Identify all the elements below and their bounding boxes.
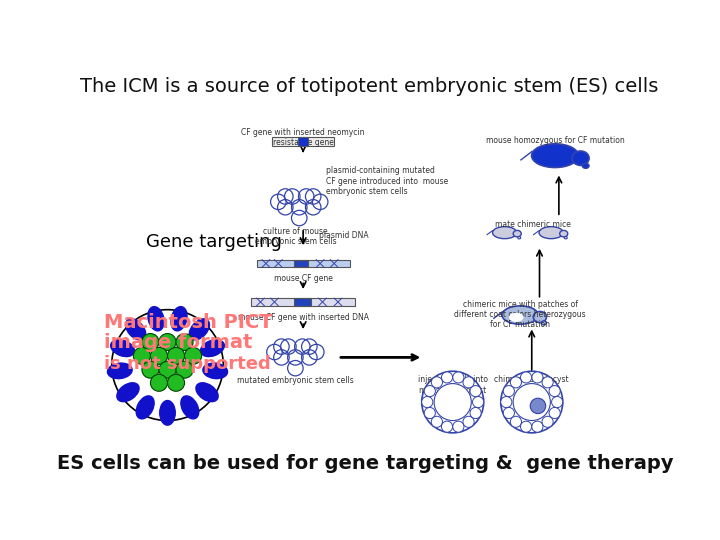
Ellipse shape <box>582 163 589 168</box>
Circle shape <box>532 421 543 432</box>
Ellipse shape <box>203 363 228 379</box>
Circle shape <box>434 383 472 421</box>
Circle shape <box>521 372 531 383</box>
Text: mate chimeric mice: mate chimeric mice <box>495 220 571 230</box>
Ellipse shape <box>148 307 164 331</box>
Circle shape <box>510 377 521 388</box>
Text: is not supported: is not supported <box>104 355 271 373</box>
Bar <box>256 260 350 267</box>
Circle shape <box>424 408 436 418</box>
Bar <box>272 137 334 146</box>
Text: plasmid DNA: plasmid DNA <box>319 231 368 240</box>
Bar <box>299 137 307 146</box>
Circle shape <box>431 377 442 388</box>
Circle shape <box>510 416 521 427</box>
Ellipse shape <box>492 227 517 239</box>
Ellipse shape <box>509 313 523 322</box>
Ellipse shape <box>539 227 563 239</box>
Text: inject ES cells into
mouse blastocyst: inject ES cells into mouse blastocyst <box>418 375 487 395</box>
Circle shape <box>150 374 168 392</box>
Ellipse shape <box>117 383 139 402</box>
Circle shape <box>184 347 202 365</box>
Ellipse shape <box>531 144 578 167</box>
Text: mouse CF gene: mouse CF gene <box>274 274 333 284</box>
Circle shape <box>530 398 546 414</box>
Circle shape <box>159 361 176 378</box>
Circle shape <box>463 377 474 388</box>
Circle shape <box>150 347 168 365</box>
Circle shape <box>441 421 453 432</box>
Text: The ICM is a source of totipotent embryonic stem (ES) cells: The ICM is a source of totipotent embryo… <box>80 77 658 96</box>
Ellipse shape <box>160 401 175 425</box>
Ellipse shape <box>189 319 210 340</box>
Circle shape <box>441 372 453 383</box>
Circle shape <box>542 416 553 427</box>
Ellipse shape <box>107 363 132 379</box>
Ellipse shape <box>200 340 225 356</box>
Circle shape <box>453 372 464 383</box>
Text: culture of mouse
embryonic stem cells: culture of mouse embryonic stem cells <box>255 226 336 246</box>
Ellipse shape <box>572 151 589 165</box>
Circle shape <box>422 396 433 408</box>
Circle shape <box>513 383 550 421</box>
Circle shape <box>159 334 176 350</box>
Circle shape <box>168 347 184 365</box>
Ellipse shape <box>502 306 539 324</box>
Circle shape <box>470 386 481 397</box>
Circle shape <box>552 396 563 408</box>
Circle shape <box>521 421 531 432</box>
Circle shape <box>532 372 543 383</box>
Text: chimeric blastocyst: chimeric blastocyst <box>495 375 569 384</box>
Circle shape <box>424 386 436 397</box>
Circle shape <box>503 408 514 418</box>
Text: plasmid-containing mutated
CF gene introduced into  mouse
embryonic stem cells: plasmid-containing mutated CF gene intro… <box>326 166 449 196</box>
Ellipse shape <box>564 237 567 239</box>
Circle shape <box>176 334 193 350</box>
Bar <box>294 260 307 267</box>
Circle shape <box>549 386 560 397</box>
Circle shape <box>503 386 514 397</box>
Ellipse shape <box>111 340 135 356</box>
Text: Macintosh PICT: Macintosh PICT <box>104 313 273 332</box>
Ellipse shape <box>181 396 199 419</box>
Circle shape <box>112 309 223 421</box>
Circle shape <box>168 374 184 392</box>
Text: mouse homozygous for CF mutation: mouse homozygous for CF mutation <box>485 136 624 145</box>
Ellipse shape <box>125 319 145 340</box>
Circle shape <box>500 372 563 433</box>
Circle shape <box>422 372 484 433</box>
Circle shape <box>453 421 464 432</box>
Ellipse shape <box>559 231 568 237</box>
Ellipse shape <box>534 312 546 322</box>
Ellipse shape <box>136 396 154 419</box>
Text: Gene targeting: Gene targeting <box>145 233 282 251</box>
Circle shape <box>176 361 193 378</box>
Circle shape <box>142 334 159 350</box>
Circle shape <box>500 396 512 408</box>
Circle shape <box>542 377 553 388</box>
Text: chimeric mice with patches of
different coat colors heterozygous
for CF mutation: chimeric mice with patches of different … <box>454 300 586 329</box>
Ellipse shape <box>171 307 187 331</box>
Bar <box>294 298 311 306</box>
Circle shape <box>549 408 560 418</box>
Bar <box>251 298 355 306</box>
Ellipse shape <box>541 321 546 325</box>
Circle shape <box>472 396 484 408</box>
Text: mutated embryonic stem cells: mutated embryonic stem cells <box>237 376 354 385</box>
Text: ES cells can be used for gene targeting &  gene therapy: ES cells can be used for gene targeting … <box>57 454 673 473</box>
Circle shape <box>463 416 474 427</box>
Text: image format: image format <box>104 333 252 352</box>
Circle shape <box>142 361 159 378</box>
Circle shape <box>431 416 442 427</box>
Circle shape <box>470 408 481 418</box>
Ellipse shape <box>518 237 521 239</box>
Circle shape <box>133 347 150 365</box>
Ellipse shape <box>513 231 521 237</box>
Text: CF gene with inserted neomycin
resistance gene: CF gene with inserted neomycin resistanc… <box>241 128 365 147</box>
Ellipse shape <box>196 383 218 402</box>
Text: mouse CF gene with inserted DNA: mouse CF gene with inserted DNA <box>238 313 369 322</box>
